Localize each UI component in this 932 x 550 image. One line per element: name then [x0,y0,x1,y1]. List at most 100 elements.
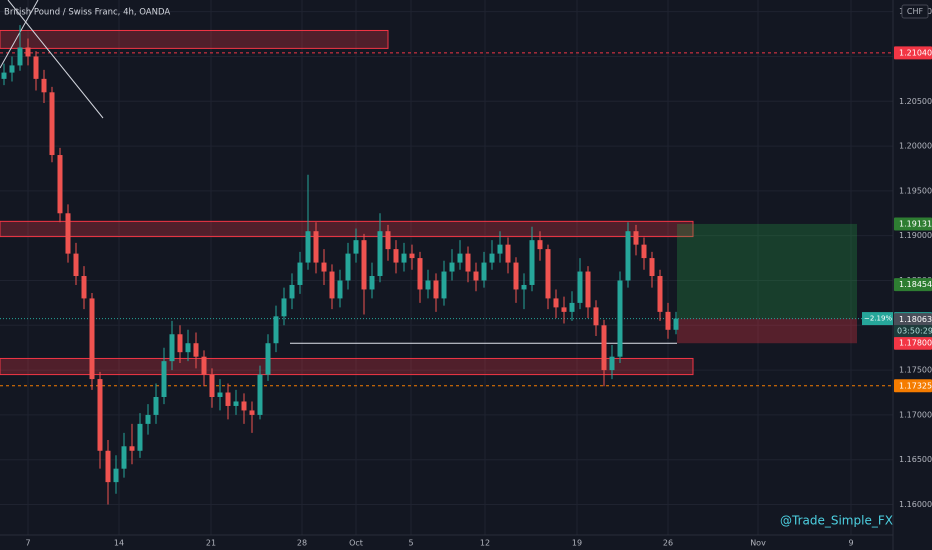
candle-body [369,276,375,290]
price-axis [893,0,932,550]
candle-body [57,155,63,214]
candle-body [145,414,151,424]
price-label: 1.18454 [899,280,932,289]
candle-body [409,253,415,259]
x-tick-label: 12 [480,539,490,548]
y-tick-label: 1.20500 [899,97,932,106]
y-tick-label: 1.16500 [899,455,932,464]
y-tick-label: 1.16000 [899,500,932,509]
price-label: 1.19131 [899,219,932,228]
price-label: 1.21040 [899,48,932,57]
candle-body [81,276,87,299]
candle-body [577,271,583,303]
candle-body [273,316,279,344]
candle-body [497,244,503,254]
currency-label: CHF [907,7,924,16]
candle-body [441,271,447,299]
chart-title: British Pound / Swiss Franc, 4h, OANDA [4,8,170,18]
candle-body [545,249,551,299]
candle-body [353,240,359,254]
candle-body [609,356,615,371]
candle-body [305,231,311,263]
resistance-zone [0,29,389,49]
candle-body [169,334,175,362]
candle-body [337,280,343,299]
candle-body [505,244,511,263]
x-tick-label: 21 [206,539,216,548]
candle-body [137,423,143,451]
candle-body [177,334,183,353]
x-tick-label: 7 [25,539,30,548]
y-tick-label: 1.19000 [899,231,932,240]
candle-body [9,65,15,73]
candle-body [529,240,535,285]
candle-body [185,343,191,353]
candle-body [65,213,71,254]
candle-body [345,253,351,281]
x-tick-label: 19 [572,539,582,548]
x-tick-label: Nov [750,539,766,548]
candle-body [121,446,127,469]
candle-body [17,47,23,66]
price-label: 1.17325 [899,381,932,390]
drawn-line [7,0,104,119]
price-label-box [894,278,932,292]
y-tick-label: 1.17500 [899,366,932,375]
candle-body [513,262,519,290]
candle-body [225,392,231,406]
price-label: 1.18063 [899,315,932,324]
x-tick-label: Oct [349,539,363,548]
candle-body [73,253,79,277]
candle-body [593,307,599,326]
x-tick-label: 28 [297,539,307,548]
candle-body [401,253,407,263]
candle-body [449,262,455,272]
candle-body [617,280,623,357]
candle-body [241,401,247,411]
candle-body [249,410,255,415]
candle-body [193,343,199,357]
candle-body [161,361,167,397]
x-tick-label: 9 [848,539,853,548]
resistance-zone [0,220,694,238]
candle-body [385,231,391,250]
candle-body [321,262,327,272]
candle-body [417,258,423,290]
candle-body [201,356,207,375]
price-label: 1.17800 [899,339,932,348]
candle-body [153,396,159,415]
candle-body [585,271,591,308]
candle-body [265,343,271,375]
candle-body [233,401,239,406]
change-label: −2.19% [864,315,892,323]
x-tick-label: 5 [408,539,413,548]
candle-body [97,379,103,451]
candle-body [25,47,31,57]
y-tick-label: 1.20000 [899,142,932,151]
candle-body [393,249,399,263]
candle-body [209,374,215,397]
countdown-label: 03:50:29 [897,327,932,336]
candle-body [129,446,135,451]
candle-body [377,231,383,277]
candle-body [665,311,671,330]
candle-body [641,244,647,259]
candle-body [473,271,479,281]
candle-body [537,240,543,250]
candle-body [561,307,567,312]
candle-body [289,284,295,299]
price-label-box [894,217,932,231]
candle-body [625,231,631,281]
candle-body [657,276,663,312]
price-label-box [894,379,932,393]
candle-body [257,374,263,415]
watermark: @Trade_Simple_FX [780,514,893,528]
candle-body [281,298,287,317]
candle-body [33,56,39,79]
candle-body [673,318,679,330]
candle-body [49,92,55,156]
candle-body [425,280,431,290]
candle-body [89,298,95,380]
candle-body [105,450,111,483]
